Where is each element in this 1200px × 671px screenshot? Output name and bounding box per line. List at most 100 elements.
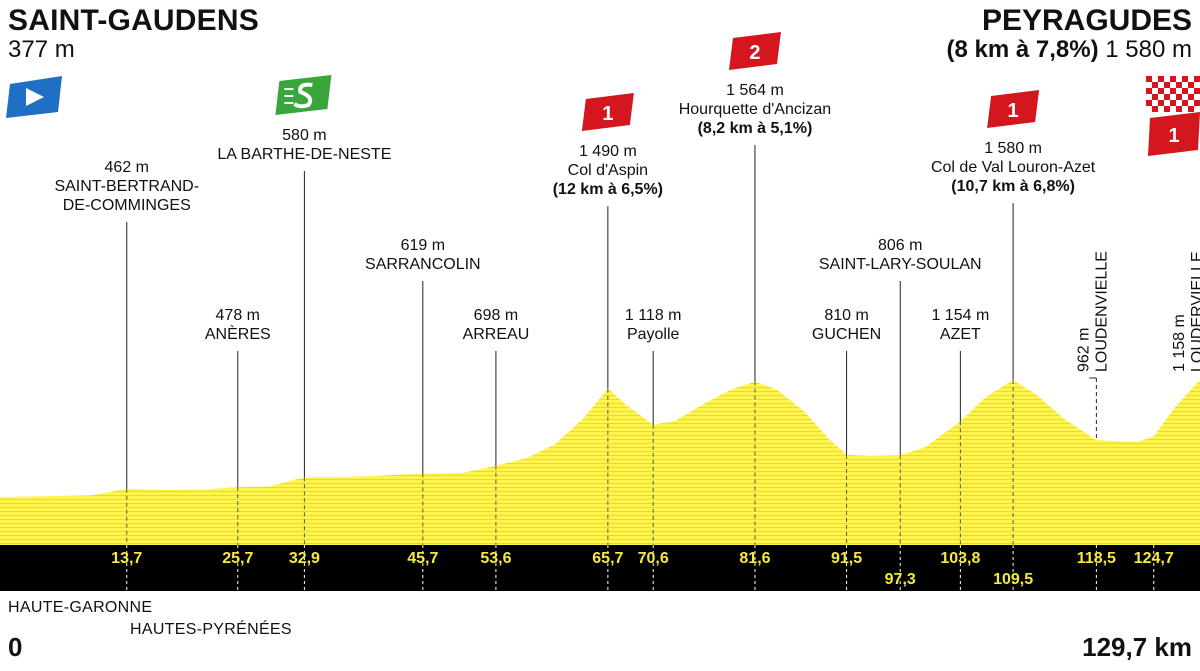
climb-category-number: 1 [1008,100,1019,122]
checker-cell [1176,94,1182,100]
checker-cell [1194,76,1200,82]
distance-total-label: 129,7 km [1082,632,1192,662]
km-marker-label: 118,5 [1077,550,1116,567]
point-name-label: Col d'Aspin [568,162,648,179]
checker-cell [1170,88,1176,94]
point-name-label: SAINT-BERTRAND- [54,178,199,195]
checker-cell [1164,106,1170,112]
point-altitude-label: 1 158 m [1171,314,1188,372]
point-name-label: LOUDENVIELLE [1093,251,1110,372]
point-altitude-label: 619 m [401,237,445,254]
point-altitude-label: 1 118 m [625,307,682,324]
checker-cell [1158,100,1164,106]
climb-stats-label: (12 km à 6,5%) [553,181,663,198]
finish-info: (8 km à 7,8%) 1 580 m [947,36,1192,64]
checker-cell [1164,94,1170,100]
point-name-label: SAINT-LARY-SOULAN [819,256,982,273]
km-marker-label: 13,7 [111,550,142,567]
checker-cell [1182,76,1188,82]
point-altitude-label: 478 m [216,307,260,324]
point-name-label: ANÈRES [205,324,271,343]
climb-category-flag [728,32,781,70]
climb-category-flag [581,93,634,131]
point-altitude-label: 1 490 m [579,143,637,160]
climb-category-flag [987,90,1040,128]
point-altitude-label: 806 m [878,237,922,254]
sprint-s-icon [293,82,313,109]
finish-climb-stats: (8 km à 7,8%) [946,36,1099,63]
checker-cell [1188,82,1194,88]
climb-stats-label: (8,2 km à 5,1%) [698,120,813,137]
point-name-label: Col de Val Louron-Azet [931,159,1096,176]
point-name-label: LA BARTHE-DE-NESTE [217,146,391,163]
climb-category-number: 2 [749,42,760,64]
checker-cell [1182,100,1188,106]
department-label-hautes-pyrenees: HAUTES-PYRÉNÉES [130,621,292,638]
climb-stats-label: (10,7 km à 6,8%) [951,178,1075,195]
checker-cell [1170,100,1176,106]
point-altitude-label: 580 m [282,127,326,144]
climb-category-number: 1 [1168,125,1179,147]
checker-cell [1152,106,1158,112]
km-marker-label: 81,6 [739,550,770,567]
checker-cell [1152,82,1158,88]
point-altitude-label: 962 m [1075,328,1092,372]
start-badge [6,76,62,118]
km-band [0,545,1200,591]
point-altitude-label: 1 564 m [726,82,784,99]
checker-cell [1194,88,1200,94]
finish-badge: 1 [1146,76,1200,156]
checker-cell [1158,76,1164,82]
climb-badge: 2 [728,32,781,70]
km-marker-label: 109,5 [993,571,1033,588]
checker-cell [1146,76,1152,82]
km-marker-label: 124,7 [1134,550,1174,567]
point-name-label: LOUDERVIELLE [1189,251,1200,372]
km-marker-label: 103,8 [940,550,980,567]
km-marker-label: 70,6 [638,550,669,567]
checker-cell [1182,88,1188,94]
start-altitude: 377 m [8,36,75,63]
distance-start-label: 0 [8,632,23,662]
km-marker-label: 65,7 [592,550,623,567]
checker-cell [1176,106,1182,112]
point-altitude-label: 1 154 m [931,307,989,324]
point-name-label: GUCHEN [812,326,881,343]
km-marker-label: 25,7 [222,550,253,567]
climb-badge: 1 [987,90,1040,128]
checker-cell [1158,88,1164,94]
checker-cell [1164,82,1170,88]
climb-category-number: 1 [602,103,613,125]
climb-badge: 1 [581,93,634,131]
finish-altitude: 1 580 m [1105,36,1192,63]
point-name-label: DE-COMMINGES [63,197,191,214]
point-name-label: SARRANCOLIN [365,256,481,273]
km-marker-label: 91,5 [831,550,862,567]
km-marker-label: 32,9 [289,550,320,567]
point-altitude-label: 462 m [105,159,149,176]
point-name-label: Payolle [627,326,680,343]
km-marker-label: 97,3 [885,571,916,588]
checker-cell [1188,94,1194,100]
play-icon [26,88,44,106]
checker-cell [1152,94,1158,100]
point-name-label: Hourquette d'Ancizan [679,101,831,118]
km-marker-label: 53,6 [480,550,511,567]
point-altitude-label: 1 580 m [984,140,1042,157]
point-name-label: AZET [940,326,981,343]
checker-cell [1146,100,1152,106]
finish-town-name: PEYRAGUDES [981,4,1192,37]
point-altitude-label: 698 m [474,307,518,324]
checker-cell [1188,106,1194,112]
checker-cell [1170,76,1176,82]
sprint-badge [275,75,332,115]
point-name-label: ARREAU [463,326,530,343]
point-altitude-label: 810 m [824,307,868,324]
checker-cell [1176,82,1182,88]
checker-cell [1194,100,1200,106]
km-marker-label: 45,7 [407,550,438,567]
elevation-area [0,380,1200,545]
department-label-haute-garonne: HAUTE-GARONNE [8,599,153,616]
